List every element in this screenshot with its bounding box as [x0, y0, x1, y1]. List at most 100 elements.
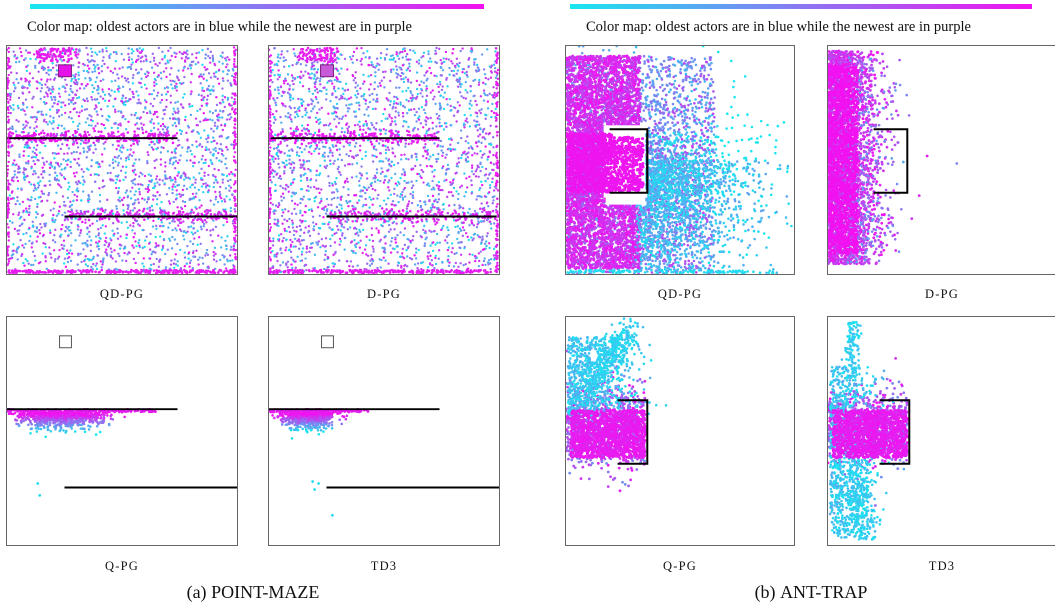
scatter-point [208, 110, 212, 113]
scatter-point [339, 173, 342, 177]
scatter-point [160, 133, 163, 136]
scatter-point [22, 171, 25, 174]
scatter-point [7, 135, 11, 138]
scatter-point [437, 143, 440, 147]
scatter-point [313, 60, 316, 63]
scatter-point [445, 122, 448, 125]
scatter-point [174, 160, 178, 163]
scatter-point [429, 244, 432, 247]
scatter-point [204, 158, 207, 161]
scatter-point [202, 225, 205, 228]
scatter-point [413, 107, 416, 111]
scatter-point [49, 209, 53, 212]
scatter-point [441, 166, 444, 170]
scatter-point [66, 196, 70, 199]
scatter-point [7, 245, 10, 248]
scatter-point [88, 79, 92, 82]
scatter-point [174, 198, 178, 201]
scatter-point [381, 70, 385, 74]
scatter-point [158, 194, 161, 197]
scatter-point [71, 98, 74, 102]
scatter-point [27, 213, 31, 217]
scatter-point [180, 130, 184, 133]
scatter-point [34, 156, 37, 159]
scatter-point [81, 242, 84, 245]
scatter-point [61, 55, 65, 58]
scatter-point [121, 66, 124, 69]
scatter-point [233, 220, 237, 224]
scatter-point [443, 91, 446, 94]
scatter-point [36, 182, 40, 185]
scatter-point [185, 187, 189, 191]
scatter-point [341, 232, 344, 235]
scatter-point [199, 82, 202, 85]
scatter-point [299, 201, 302, 205]
scatter-point [234, 225, 237, 229]
scatter-point [310, 141, 313, 145]
scatter-point [163, 112, 166, 116]
scatter-point [365, 268, 368, 271]
scatter-point [38, 269, 42, 273]
scatter-point [285, 219, 289, 223]
scatter-point [369, 73, 373, 77]
scatter-point [229, 116, 233, 119]
scatter-point [7, 263, 9, 267]
scatter-point [110, 209, 113, 213]
scatter-point [212, 85, 215, 88]
scatter-point [289, 106, 293, 110]
scatter-point [189, 225, 193, 228]
scatter-point [226, 79, 230, 82]
scatter-point [336, 56, 339, 59]
scatter-point [67, 188, 70, 191]
scatter-point [7, 106, 10, 109]
scatter-point [234, 100, 237, 104]
scatter-point [394, 238, 397, 241]
scatter-point [46, 123, 50, 126]
scatter-point [79, 228, 83, 232]
scatter-point [344, 114, 347, 117]
scatter-point [190, 90, 193, 93]
scatter-point [415, 110, 418, 114]
scatter-point [82, 69, 86, 73]
scatter-point [340, 158, 344, 162]
scatter-point [152, 213, 155, 216]
scatter-point [23, 264, 26, 267]
scatter-point [354, 115, 358, 118]
scatter-point [286, 154, 290, 157]
scatter-point [380, 167, 383, 170]
scatter-point [37, 176, 40, 179]
scatter-point [113, 67, 117, 70]
scatter-point [388, 58, 392, 61]
scatter-point [179, 206, 183, 209]
scatter-point [60, 168, 64, 171]
scatter-point [142, 265, 145, 268]
scatter-point [61, 195, 65, 198]
scatter-point [173, 266, 176, 269]
scatter-point [167, 61, 170, 64]
scatter-point [109, 69, 112, 73]
scatter-point [81, 220, 84, 224]
scatter-point [303, 210, 306, 214]
scatter-point [176, 242, 179, 246]
scatter-point [185, 262, 188, 265]
scatter-point [415, 95, 419, 99]
scatter-point [387, 186, 390, 189]
scatter-point [131, 244, 134, 247]
scatter-point [460, 95, 463, 98]
scatter-point [304, 128, 307, 131]
scatter-point [202, 161, 205, 165]
scatter-point [67, 209, 70, 213]
scatter-point [12, 249, 15, 252]
scatter-point [26, 121, 29, 124]
scatter-point [176, 144, 180, 147]
scatter-point [167, 270, 171, 273]
scatter-point [74, 78, 77, 82]
scatter-point [200, 185, 204, 188]
scatter-point [335, 125, 338, 128]
scatter-point [45, 71, 48, 75]
scatter-point [226, 96, 230, 100]
scatter-point [170, 54, 173, 58]
scatter-point [352, 251, 355, 254]
scatter-point [113, 249, 116, 252]
scatter-point [224, 239, 227, 242]
